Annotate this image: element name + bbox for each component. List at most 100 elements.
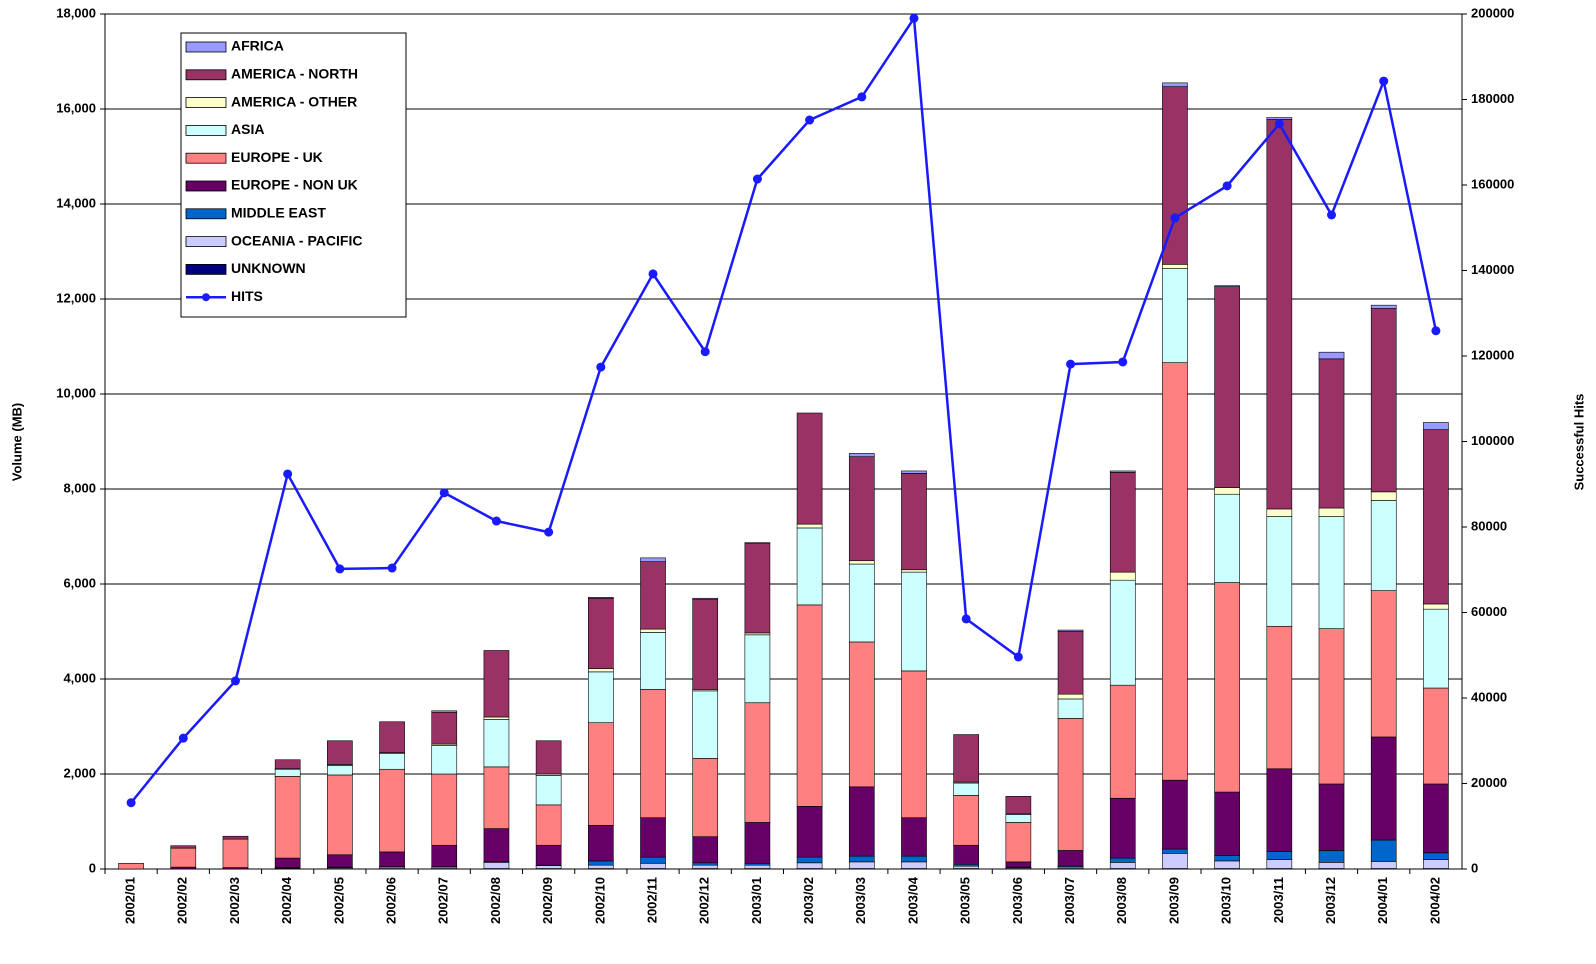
bar-segment — [588, 668, 614, 673]
bar-segment — [1162, 848, 1188, 854]
y2-tick-label: 200000 — [1471, 5, 1514, 20]
bar-segment — [953, 865, 979, 869]
x-tick-label: 2002/07 — [436, 877, 451, 924]
legend-swatch — [185, 208, 227, 220]
legend-label: UNKNOWN — [231, 260, 306, 276]
bar-segment — [1318, 516, 1345, 629]
bar-segment — [1162, 268, 1188, 363]
x-tick-label: 2003/03 — [853, 877, 868, 924]
bar-segment — [848, 861, 875, 869]
bar-segment — [1057, 631, 1084, 695]
bar-segment — [1266, 119, 1293, 510]
x-tick-label: 2004/02 — [1427, 877, 1442, 924]
bar-segment — [1214, 493, 1240, 583]
bar-segment — [1005, 814, 1032, 823]
bar-segment — [431, 711, 458, 745]
legend-swatch — [185, 180, 227, 192]
bar-segment — [1423, 852, 1449, 860]
bar-segment — [1005, 796, 1032, 815]
bar-segment — [640, 628, 666, 633]
y-tick-label: 12,000 — [56, 290, 96, 305]
bar-segment — [1109, 862, 1136, 869]
hits-point — [1118, 357, 1128, 367]
bar-segment — [901, 571, 927, 672]
hits-point — [648, 269, 658, 279]
y-tick-label: 4,000 — [63, 670, 96, 685]
bar-segment — [744, 702, 771, 823]
bar-segment — [1423, 603, 1449, 610]
bar-segment — [588, 824, 614, 862]
bar-segment — [431, 710, 458, 713]
bar-segment — [1162, 362, 1188, 781]
bar-segment — [1318, 351, 1345, 360]
x-tick-label: 2003/02 — [801, 877, 816, 924]
bar-segment — [431, 844, 458, 867]
bar-segment — [848, 641, 875, 788]
bar-segment — [483, 719, 510, 768]
x-tick-label: 2003/07 — [1062, 877, 1077, 924]
legend-swatch — [185, 152, 227, 164]
x-tick-label: 2002/11 — [644, 877, 659, 923]
y2-tick-label: 160000 — [1471, 176, 1514, 191]
x-tick-label: 2002/12 — [697, 877, 712, 924]
bar-segment — [1214, 791, 1240, 856]
bar-segment — [1109, 470, 1136, 473]
y-tick-label: 6,000 — [63, 575, 96, 590]
bar-segment — [640, 856, 666, 864]
bar-segment — [1318, 507, 1345, 517]
bar-segment — [1266, 117, 1293, 120]
y2-tick-label: 20000 — [1471, 775, 1507, 790]
x-tick-label: 2003/05 — [958, 877, 973, 924]
bar-segment — [1318, 358, 1345, 509]
bar-segment — [588, 722, 614, 826]
bar-segment — [1162, 853, 1188, 869]
bar-segment — [1266, 625, 1293, 770]
bar-segment — [796, 862, 823, 869]
legend-swatch — [185, 97, 227, 108]
bar-segment — [848, 563, 875, 643]
hits-line — [130, 14, 1438, 804]
legend-marker — [202, 293, 210, 302]
bar-segment — [640, 561, 666, 630]
bar-segment — [170, 845, 197, 849]
hits-point — [857, 92, 867, 102]
bar-segment — [640, 862, 666, 869]
bar-segment — [744, 542, 771, 634]
bar-segment — [379, 768, 405, 853]
bar-segment — [327, 765, 353, 776]
bar-segment — [1005, 822, 1032, 863]
legend-label: EUROPE - UK — [231, 149, 323, 165]
bar-segment — [535, 844, 562, 866]
bar-segment — [796, 412, 823, 525]
x-tick-label: 2004/01 — [1375, 877, 1390, 924]
y-tick-label: 14,000 — [56, 195, 96, 210]
bar-segment — [901, 569, 927, 573]
bar-segment — [1370, 861, 1397, 869]
x-tick-label: 2002/08 — [488, 877, 503, 924]
bar-segment — [1214, 285, 1240, 287]
bar-segment — [1318, 783, 1345, 851]
bar-segment — [744, 822, 771, 864]
bar-segment — [483, 766, 510, 829]
bar-segment — [901, 470, 927, 474]
y-axis-label: Volume (MB) — [9, 403, 24, 481]
bar-segment — [796, 523, 823, 529]
bar-segment — [483, 862, 510, 869]
bar-segment — [953, 734, 979, 783]
bar-segment — [535, 865, 562, 869]
bar-segment — [1423, 859, 1449, 869]
hits-point — [1327, 210, 1337, 220]
bar-segment — [1109, 857, 1136, 863]
bar-segment — [1109, 472, 1136, 573]
bar-segment — [640, 817, 666, 858]
bar-segment — [1005, 861, 1032, 868]
bar-segment — [1057, 698, 1084, 719]
bar-segment — [1109, 571, 1136, 581]
bar-segment — [588, 596, 614, 599]
hits-point — [178, 733, 188, 743]
bar-segment — [1423, 687, 1449, 785]
y2-tick-label: 100000 — [1471, 433, 1514, 448]
bar-segment — [901, 670, 927, 818]
bar-segment — [1057, 718, 1084, 851]
bar-segment — [483, 828, 510, 862]
